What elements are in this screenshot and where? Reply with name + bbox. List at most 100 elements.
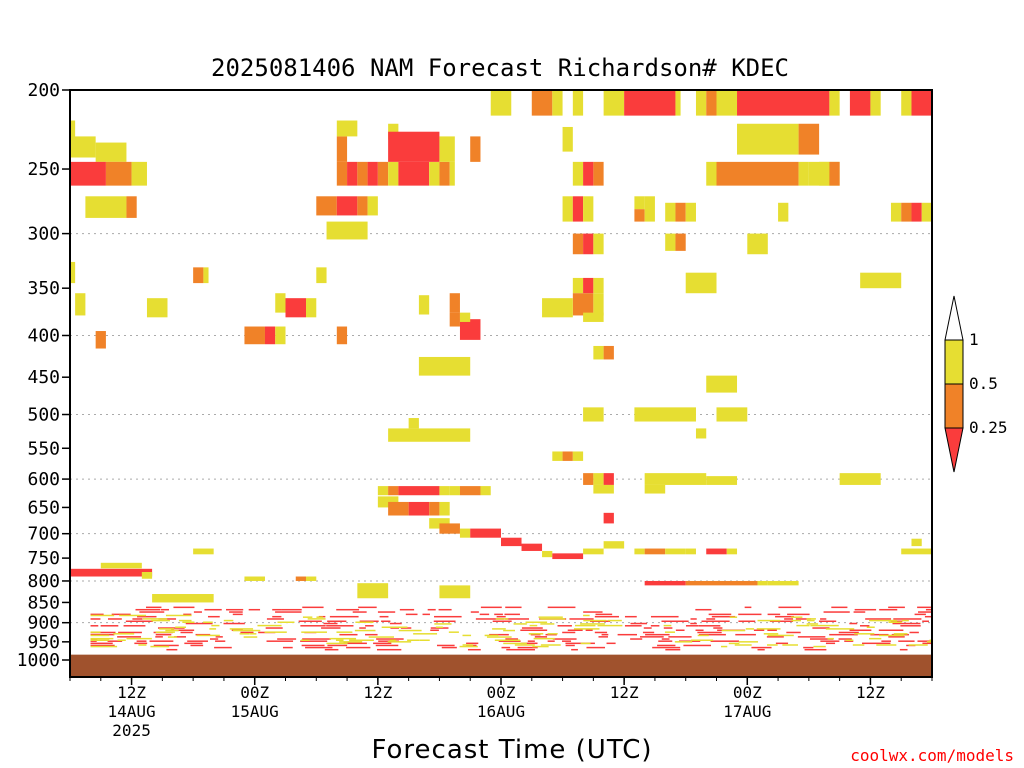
heatmap-cell — [735, 633, 756, 636]
heatmap-cell — [594, 615, 619, 618]
heatmap-cell — [136, 640, 147, 642]
heatmap-cell — [275, 326, 286, 345]
heatmap-cell — [134, 642, 148, 645]
heatmap-cell — [327, 644, 348, 647]
heatmap-cell — [95, 142, 127, 162]
heatmap-cell — [329, 615, 359, 618]
heatmap-cell — [706, 161, 717, 186]
heatmap-cell — [806, 619, 815, 622]
heatmap-cell — [160, 608, 169, 611]
heatmap-cell — [126, 637, 152, 640]
heatmap-cell — [316, 196, 337, 216]
heatmap-cell — [644, 473, 707, 485]
heatmap-cell — [572, 277, 584, 294]
heatmap-cell — [710, 640, 740, 642]
heatmap-cell — [174, 636, 186, 638]
heatmap-cell — [603, 473, 614, 485]
heatmap-cell — [860, 625, 870, 627]
heatmap-cell — [530, 633, 541, 636]
heatmap-cell — [209, 638, 219, 640]
heatmap-cell — [583, 161, 594, 186]
heatmap-cell — [398, 486, 440, 496]
y-tick-label: 300 — [27, 224, 60, 245]
heatmap-cell — [921, 202, 932, 222]
heatmap-cell — [661, 620, 689, 623]
heatmap-cell — [844, 640, 854, 642]
heatmap-cell — [90, 640, 97, 642]
heatmap-cell — [266, 618, 284, 620]
x-tick-label: 15AUG — [231, 702, 279, 721]
heatmap-cell — [547, 640, 555, 642]
heatmap-cell — [769, 620, 794, 623]
heatmap-cell — [870, 633, 889, 636]
heatmap-cell — [413, 633, 438, 635]
heatmap-cell — [552, 451, 563, 461]
heatmap-cell — [542, 298, 573, 318]
heatmap-cell — [529, 624, 538, 627]
heatmap-cell — [470, 136, 481, 162]
heatmap-cell — [117, 636, 142, 638]
heatmap-cell — [594, 631, 608, 634]
heatmap-cell — [572, 90, 584, 116]
heatmap-cell — [583, 407, 604, 422]
heatmap-cell — [90, 625, 99, 627]
heatmap-cell — [829, 633, 858, 636]
heatmap-cell — [798, 123, 820, 155]
heatmap-cell — [603, 345, 614, 360]
heatmap-cell — [797, 636, 826, 638]
heatmap-cell — [277, 621, 295, 624]
legend-swatch-0.25-0.5 — [944, 383, 964, 429]
heatmap-cell — [223, 619, 234, 622]
heatmap-cell — [209, 628, 217, 630]
heatmap-cell — [634, 196, 645, 210]
heatmap-cell — [244, 326, 265, 345]
heatmap-cell — [540, 618, 566, 620]
heatmap-cell — [462, 634, 472, 637]
heatmap-cell — [854, 608, 877, 611]
heatmap-cell — [661, 638, 670, 640]
heatmap-cell — [803, 646, 814, 649]
heatmap-cell — [716, 90, 738, 116]
heatmap-cell — [756, 628, 781, 630]
heatmap-cell — [171, 629, 195, 632]
heatmap-cell — [552, 553, 584, 560]
heatmap-cell — [357, 161, 368, 186]
heatmap-cell — [820, 618, 827, 620]
heatmap-cell — [90, 639, 110, 641]
heatmap-cell — [603, 541, 625, 549]
heatmap-cell — [226, 608, 244, 611]
heatmap-cell — [838, 631, 859, 634]
heatmap-cell — [131, 161, 147, 186]
heatmap-cell — [513, 623, 527, 625]
heatmap-cell — [90, 613, 104, 616]
heatmap-cell — [697, 634, 709, 637]
heatmap-cell — [281, 608, 302, 611]
credit-link[interactable]: coolwx.com/models — [850, 746, 1014, 765]
heatmap-cell — [531, 90, 553, 116]
heatmap-cell — [652, 646, 681, 649]
heatmap-cell — [922, 620, 929, 623]
heatmap-cell — [642, 631, 655, 634]
heatmap-cell — [685, 202, 696, 222]
heatmap-cell — [598, 636, 608, 638]
heatmap-cell — [583, 196, 594, 222]
heatmap-cell — [917, 606, 932, 609]
heatmap-cell — [860, 272, 902, 289]
heatmap-cell — [427, 608, 436, 611]
heatmap-cell — [892, 622, 921, 625]
legend-label: 0.5 — [969, 374, 998, 393]
heatmap-cell — [552, 638, 577, 640]
heatmap-cell — [494, 613, 503, 616]
heatmap-cell — [521, 642, 538, 645]
heatmap-cell — [716, 407, 748, 422]
heatmap-cell — [326, 642, 348, 645]
heatmap-cell — [358, 606, 377, 609]
heatmap-cell — [569, 618, 594, 620]
heatmap-cell — [597, 624, 623, 627]
heatmap-cell — [490, 90, 512, 116]
heatmap-cell — [665, 233, 676, 251]
heatmap-cell — [683, 644, 711, 647]
heatmap-cell — [737, 123, 799, 155]
heatmap-cell — [675, 629, 685, 632]
heatmap-cell — [624, 615, 637, 618]
